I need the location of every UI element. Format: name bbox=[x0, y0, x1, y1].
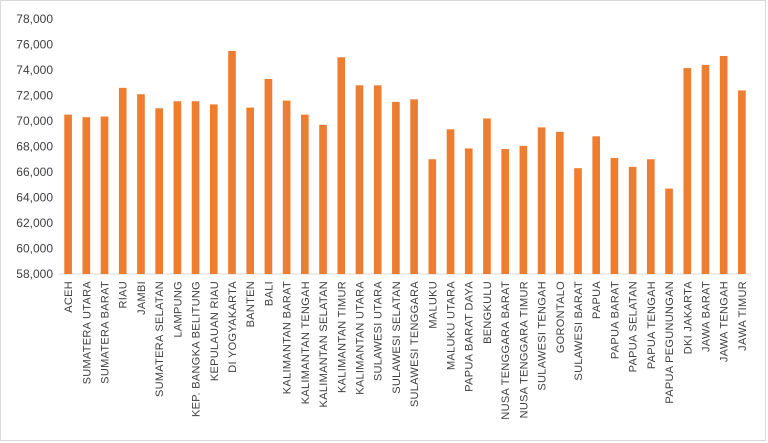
bar bbox=[264, 78, 273, 274]
y-tick-label: 66,000 bbox=[16, 165, 53, 179]
x-category-label: KEPULAUAN RIAU bbox=[209, 281, 221, 381]
bar bbox=[209, 104, 218, 274]
x-category-label: BANTEN bbox=[245, 281, 257, 327]
x-category-label: JAWA TIMUR bbox=[737, 281, 749, 351]
bar bbox=[173, 101, 182, 274]
bar bbox=[464, 148, 473, 274]
y-tick-label: 76,000 bbox=[16, 38, 53, 52]
bar bbox=[665, 188, 673, 274]
x-category-label: SULAWESI SELATAN bbox=[391, 281, 403, 394]
bar bbox=[683, 68, 692, 275]
y-tick-label: 68,000 bbox=[16, 140, 53, 154]
x-category-label: PAPUA PEGUNUNGAN bbox=[664, 281, 676, 404]
x-category-label: PAPUA SELATAN bbox=[628, 281, 640, 372]
x-category-label: JAWA TENGAH bbox=[719, 281, 731, 362]
bar bbox=[574, 168, 582, 274]
x-category-label: SUMATERA BARAT bbox=[100, 281, 112, 384]
bar bbox=[191, 101, 200, 274]
y-tick-label: 64,000 bbox=[16, 191, 53, 205]
bar bbox=[301, 114, 309, 274]
x-category-label: RIAU bbox=[118, 281, 130, 308]
bar bbox=[555, 131, 564, 274]
x-category-label: NUSA TENGGARA TIMUR bbox=[518, 281, 530, 418]
x-category-label: DI YOGYAKARTA bbox=[227, 281, 239, 373]
x-category-label: SUMATERA UTARA bbox=[81, 281, 93, 385]
bar bbox=[337, 57, 346, 274]
x-category-label: SULAWESI UTARA bbox=[373, 281, 385, 382]
bar bbox=[355, 85, 364, 274]
x-category-label: JAMBI bbox=[136, 281, 148, 315]
bar bbox=[446, 129, 455, 274]
bar bbox=[137, 94, 145, 274]
x-category-label: SULAWESI TENGGARA bbox=[409, 281, 421, 407]
x-category-label: KEP. BANGKA BELITUNG bbox=[191, 281, 203, 417]
x-category-label: BENGKULU bbox=[482, 281, 494, 344]
bar bbox=[719, 55, 728, 274]
bar bbox=[519, 145, 528, 274]
x-category-label: PAPUA TENGAH bbox=[646, 281, 658, 369]
y-tick-label: 58,000 bbox=[16, 267, 53, 281]
x-category-label: KALIMANTAN UTARA bbox=[354, 281, 366, 395]
x-category-label: DKI JAKARTA bbox=[682, 281, 694, 355]
x-category-label: ACEH bbox=[63, 281, 75, 313]
bar bbox=[118, 87, 127, 274]
x-category-label: PAPUA bbox=[591, 281, 603, 319]
y-tick-label: 70,000 bbox=[16, 114, 53, 128]
bar bbox=[410, 99, 418, 274]
bar bbox=[282, 100, 291, 274]
bar bbox=[610, 157, 619, 274]
x-category-label: BALI bbox=[263, 281, 275, 306]
x-category-label: MALUKU UTARA bbox=[446, 281, 458, 370]
bar bbox=[483, 118, 491, 274]
bar bbox=[428, 159, 437, 274]
bar bbox=[501, 149, 509, 274]
x-category-label: KALIMANTAN TENGAH bbox=[300, 281, 312, 404]
y-tick-label: 78,000 bbox=[16, 12, 53, 26]
x-category-label: LAMPUNG bbox=[172, 281, 184, 338]
bar bbox=[647, 159, 655, 274]
bar bbox=[319, 124, 327, 274]
bar bbox=[228, 50, 236, 274]
bar-series bbox=[64, 50, 746, 275]
bar bbox=[392, 101, 400, 274]
x-category-label: SUMATERA SELATAN bbox=[154, 281, 166, 397]
bar bbox=[628, 166, 637, 274]
bar bbox=[100, 116, 109, 274]
x-category-label: KALIMANTAN TIMUR bbox=[336, 281, 348, 393]
y-tick-label: 60,000 bbox=[16, 242, 53, 256]
bar bbox=[592, 136, 601, 274]
x-category-label: PAPUA BARAT bbox=[609, 281, 621, 359]
x-category-label: GORONTALO bbox=[555, 281, 567, 353]
x-category-label: PAPUA BARAT DAYA bbox=[464, 281, 476, 392]
x-axis-labels: ACEH SUMATERA UTARA SUMATERA BARAT RIAU JAMB… bbox=[63, 281, 749, 420]
y-axis-ticks: 58,000 60,000 62,000 64,000 66,000 68,000 70,0… bbox=[16, 12, 53, 281]
bar bbox=[82, 117, 91, 274]
x-category-label: NUSA TENGGARA BARAT bbox=[500, 281, 512, 420]
x-category-label: KALIMANTAN BARAT bbox=[282, 281, 294, 394]
bar bbox=[246, 107, 255, 274]
y-tick-label: 62,000 bbox=[16, 216, 53, 230]
bar bbox=[373, 85, 382, 274]
y-tick-label: 72,000 bbox=[16, 89, 53, 103]
bar bbox=[701, 64, 710, 275]
bar bbox=[155, 108, 163, 274]
x-category-label: SULAWESI BARAT bbox=[573, 281, 585, 381]
bar bbox=[738, 90, 746, 275]
x-category-label: KALIMANTAN SELATAN bbox=[318, 281, 330, 407]
x-category-label: MALUKU bbox=[427, 281, 439, 329]
bar bbox=[64, 114, 72, 274]
y-tick-label: 74,000 bbox=[16, 63, 53, 77]
bar bbox=[537, 127, 546, 274]
x-category-label: SULAWESI TENGAH bbox=[537, 281, 549, 391]
x-category-label: JAWA BARAT bbox=[700, 281, 712, 352]
